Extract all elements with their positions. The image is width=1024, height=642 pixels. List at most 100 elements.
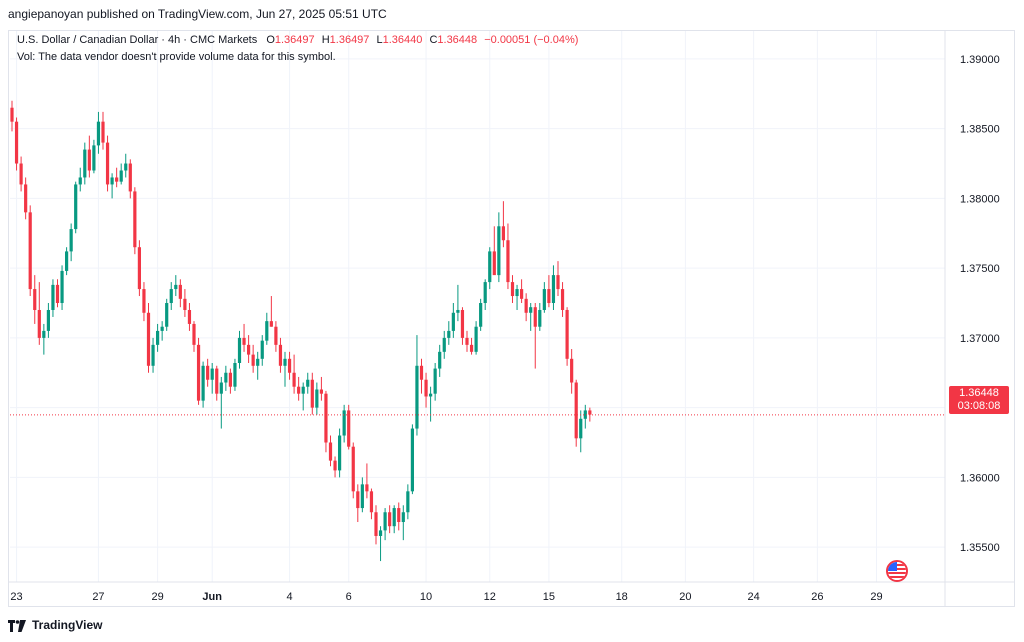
candle[interactable] xyxy=(529,303,533,331)
candle[interactable] xyxy=(542,282,546,313)
candle[interactable] xyxy=(233,358,237,391)
candle[interactable] xyxy=(174,275,178,297)
candle[interactable] xyxy=(328,435,333,467)
candle[interactable] xyxy=(247,335,251,363)
candle[interactable] xyxy=(92,139,96,174)
candle[interactable] xyxy=(456,284,460,322)
candle[interactable] xyxy=(51,279,55,317)
candle[interactable] xyxy=(397,502,401,531)
candle[interactable] xyxy=(583,404,587,429)
us-flag-icon[interactable] xyxy=(886,560,908,582)
candle[interactable] xyxy=(474,321,478,355)
candle[interactable] xyxy=(265,312,269,345)
candle[interactable] xyxy=(242,323,246,352)
candle[interactable] xyxy=(574,379,578,447)
candle[interactable] xyxy=(374,505,378,545)
candle[interactable] xyxy=(165,298,169,331)
candle[interactable] xyxy=(388,505,392,534)
candle[interactable] xyxy=(510,275,515,304)
tradingview-brand[interactable]: TradingView xyxy=(32,618,103,632)
candle[interactable] xyxy=(410,424,414,495)
candle[interactable] xyxy=(515,284,519,310)
candle[interactable] xyxy=(506,223,510,290)
candle[interactable] xyxy=(465,330,469,352)
candle[interactable] xyxy=(124,153,128,178)
tradingview-logo-icon[interactable] xyxy=(8,619,26,632)
candle[interactable] xyxy=(424,372,428,408)
candle[interactable] xyxy=(137,240,141,297)
candle[interactable] xyxy=(119,163,123,185)
candle[interactable] xyxy=(469,337,474,355)
candle[interactable] xyxy=(383,508,387,541)
candle[interactable] xyxy=(520,279,524,304)
candle[interactable] xyxy=(579,410,583,453)
candle[interactable] xyxy=(101,111,105,150)
candle[interactable] xyxy=(169,282,173,310)
candle[interactable] xyxy=(256,351,260,380)
candle[interactable] xyxy=(133,187,137,255)
candle[interactable] xyxy=(429,386,433,422)
candle[interactable] xyxy=(497,212,501,283)
candle[interactable] xyxy=(347,404,351,450)
candle[interactable] xyxy=(438,344,442,377)
candle[interactable] xyxy=(160,321,164,341)
candle[interactable] xyxy=(406,484,410,520)
candle[interactable] xyxy=(333,456,337,478)
candle[interactable] xyxy=(447,321,451,345)
candle[interactable] xyxy=(297,376,301,401)
candle[interactable] xyxy=(219,376,223,429)
candle[interactable] xyxy=(228,368,232,394)
candle[interactable] xyxy=(78,167,82,192)
candle[interactable] xyxy=(460,307,465,345)
candle[interactable] xyxy=(105,135,110,192)
candle[interactable] xyxy=(69,223,73,262)
candle[interactable] xyxy=(128,159,132,199)
candle[interactable] xyxy=(206,358,210,387)
candle[interactable] xyxy=(42,323,46,355)
candle[interactable] xyxy=(10,100,14,132)
candle[interactable] xyxy=(415,335,419,436)
candle[interactable] xyxy=(524,293,528,322)
candle[interactable] xyxy=(324,390,328,453)
candle[interactable] xyxy=(560,282,565,317)
candle[interactable] xyxy=(401,505,405,541)
candle[interactable] xyxy=(283,351,287,387)
candle[interactable] xyxy=(237,330,242,369)
candle[interactable] xyxy=(310,372,314,415)
candle[interactable] xyxy=(142,282,146,322)
candle[interactable] xyxy=(96,111,101,154)
candle[interactable] xyxy=(110,173,114,199)
candle[interactable] xyxy=(178,279,182,308)
candle[interactable] xyxy=(301,382,305,411)
candle[interactable] xyxy=(215,365,219,401)
candle[interactable] xyxy=(570,349,574,394)
candle[interactable] xyxy=(565,307,569,366)
candle[interactable] xyxy=(442,330,446,359)
candle[interactable] xyxy=(260,335,264,366)
candle[interactable] xyxy=(556,261,560,297)
candle[interactable] xyxy=(547,275,551,308)
candle[interactable] xyxy=(274,321,278,352)
candle[interactable] xyxy=(28,205,32,297)
candle[interactable] xyxy=(14,117,19,171)
candle[interactable] xyxy=(419,358,424,394)
candle[interactable] xyxy=(342,404,346,443)
candle[interactable] xyxy=(365,463,369,499)
candle[interactable] xyxy=(151,337,155,373)
candle[interactable] xyxy=(351,442,355,499)
candle[interactable] xyxy=(360,477,364,513)
candle[interactable] xyxy=(224,365,228,391)
candle[interactable] xyxy=(37,282,41,345)
candle[interactable] xyxy=(315,382,319,415)
candle[interactable] xyxy=(55,279,60,308)
candle[interactable] xyxy=(146,303,151,373)
candle[interactable] xyxy=(24,177,28,220)
candle[interactable] xyxy=(287,351,292,380)
candle[interactable] xyxy=(369,488,374,520)
candle[interactable] xyxy=(533,303,537,369)
candle[interactable] xyxy=(306,372,310,394)
candle[interactable] xyxy=(87,135,91,178)
candle[interactable] xyxy=(356,484,360,523)
candle[interactable] xyxy=(196,337,201,405)
candle[interactable] xyxy=(433,362,437,401)
